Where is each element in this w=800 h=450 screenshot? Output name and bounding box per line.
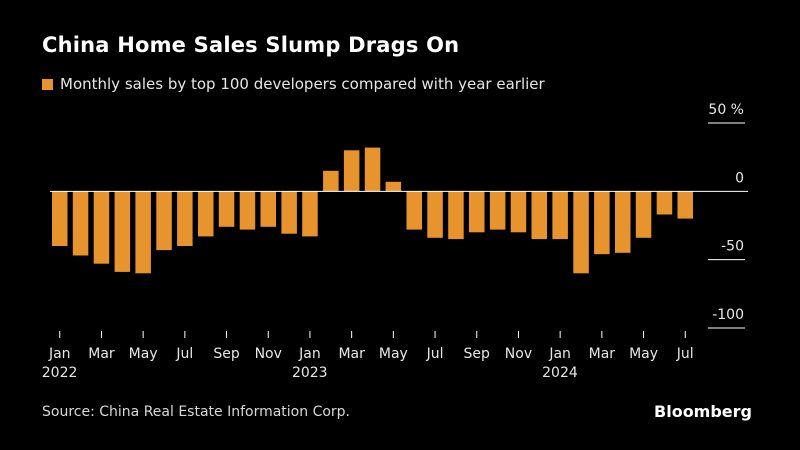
bar: [135, 191, 151, 274]
legend-swatch: [42, 78, 53, 90]
bar: [198, 191, 214, 237]
bar: [448, 191, 464, 240]
y-tick-label: 0: [735, 170, 744, 186]
bar: [260, 191, 276, 227]
bar: [656, 191, 673, 215]
bar: [573, 191, 589, 274]
bar: [302, 191, 318, 237]
bar: [281, 191, 297, 234]
x-tick-label: May: [629, 346, 658, 362]
bar: [177, 191, 193, 246]
bar: [677, 191, 693, 219]
chart-title: China Home Sales Slump Drags On: [42, 33, 460, 57]
x-tick-label: Jul: [426, 346, 444, 362]
x-tick-label: Mar: [88, 346, 115, 362]
source-note: Source: China Real Estate Information Co…: [42, 404, 351, 420]
bar: [635, 191, 652, 238]
x-tick-label: Jul: [676, 346, 694, 362]
bar: [385, 181, 402, 192]
bar: [489, 191, 506, 230]
bar: [364, 147, 381, 192]
bar: [114, 191, 131, 272]
bar: [343, 150, 360, 192]
bar: [72, 191, 89, 256]
x-year-label: 2023: [292, 365, 328, 381]
bar: [239, 191, 256, 230]
bar: [469, 191, 485, 233]
x-tick-label: Nov: [505, 346, 532, 362]
x-tick-label: Jul: [175, 346, 193, 362]
x-year-label: 2022: [42, 365, 78, 381]
bar: [615, 191, 631, 253]
x-tick-label: Jan: [298, 346, 321, 362]
legend-label: Monthly sales by top 100 developers comp…: [60, 75, 545, 93]
x-tick-label: Jan: [548, 346, 571, 362]
y-tick-label: 50 %: [708, 102, 744, 118]
y-tick-label: -50: [721, 239, 744, 255]
x-tick-label: Sep: [213, 346, 240, 362]
bar: [406, 191, 422, 230]
x-tick-label: Mar: [589, 346, 616, 362]
x-tick-label: Nov: [255, 346, 282, 362]
bar: [531, 191, 547, 240]
x-year-label: 2024: [542, 365, 578, 381]
bar: [427, 191, 443, 238]
bar: [594, 191, 610, 255]
bar: [156, 191, 172, 251]
x-tick-label: Mar: [338, 346, 365, 362]
legend: Monthly sales by top 100 developers comp…: [42, 75, 545, 93]
y-tick-label: -100: [712, 307, 744, 323]
bar: [93, 191, 110, 264]
bar: [52, 191, 68, 246]
bar: [552, 191, 568, 240]
x-tick-label: Sep: [464, 346, 491, 362]
bar: [510, 191, 527, 233]
x-tick-label: May: [379, 346, 408, 362]
x-tick-label: May: [129, 346, 158, 362]
bar: [218, 191, 235, 227]
x-tick-label: Jan: [48, 346, 71, 362]
bloomberg-logo: Bloomberg: [654, 402, 752, 421]
bar: [323, 170, 339, 192]
